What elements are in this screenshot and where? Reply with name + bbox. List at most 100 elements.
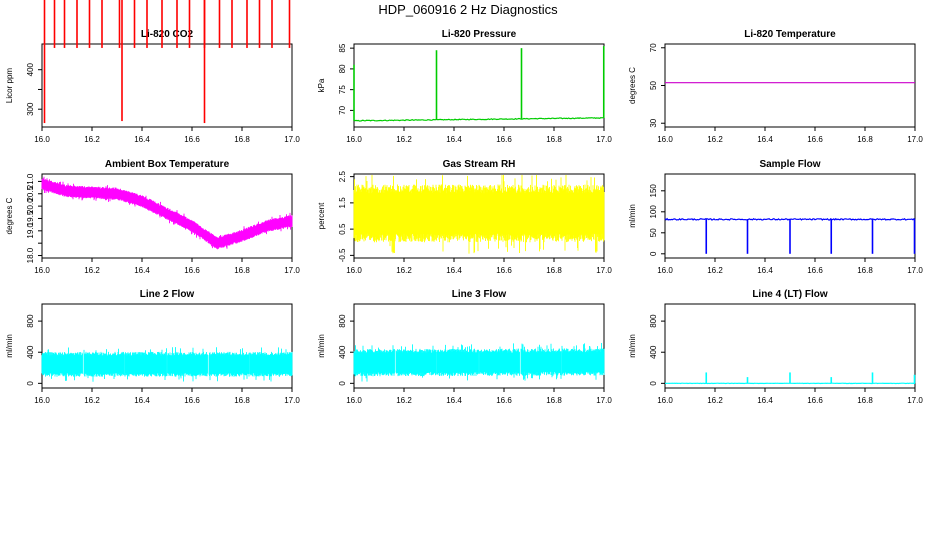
- y-axis-label: kPa: [317, 78, 326, 92]
- y-tick-label: 20.5: [26, 185, 35, 201]
- y-tick-label: 50: [649, 81, 658, 90]
- panel-2: Li-820 Pressure kPa 16.0 16.2 16.4 16.6 16.8 17…: [317, 29, 612, 144]
- x-tick-label: 16.4: [134, 396, 150, 405]
- x-tick-label: 16.8: [234, 135, 250, 144]
- x-tick-label: 16.0: [346, 266, 362, 275]
- panel-title: Ambient Box Temperature: [105, 159, 230, 170]
- x-tick-label: 16.8: [234, 396, 250, 405]
- x-tick-label: 16.6: [496, 266, 512, 275]
- y-axis-label: ml/min: [628, 204, 637, 228]
- y-tick-label: 800: [338, 314, 347, 328]
- panel-title: Line 3 Flow: [452, 289, 507, 300]
- panel-6: Sample Flow ml/min 16.0 16.2 16.4 16.6 16.8 17.…: [628, 159, 923, 275]
- x-tick-label: 16.4: [446, 266, 462, 275]
- x-tick-label: 16.6: [807, 135, 823, 144]
- y-tick-label: 70: [338, 105, 347, 114]
- x-tick-label: 17.0: [284, 396, 300, 405]
- y-tick-label: 400: [26, 62, 35, 76]
- y-tick-label: 800: [649, 314, 658, 328]
- x-tick-label: 16.0: [657, 266, 673, 275]
- y-tick-label: 0: [26, 381, 35, 386]
- y-tick-label: 70: [649, 43, 658, 52]
- y-tick-label: 50: [649, 228, 658, 237]
- x-tick-label: 16.0: [346, 135, 362, 144]
- y-tick-label: 800: [26, 314, 35, 328]
- y-tick-label: 300: [26, 102, 35, 116]
- x-tick-label: 16.2: [84, 135, 100, 144]
- y-tick-label: 80: [338, 64, 347, 73]
- y-axis-label: ml/min: [5, 334, 14, 358]
- panel-8: Line 3 Flow ml/min 16.0 16.2 16.4 16.6 16.8 17.…: [317, 289, 612, 405]
- panel-1: Li-820 CO2 Licor ppm 16.0 16.2 16.4 16.6 16.8 1…: [5, 0, 300, 144]
- x-tick-label: 16.4: [134, 135, 150, 144]
- x-tick-label: 17.0: [907, 396, 923, 405]
- panel-3: Li-820 Temperature degrees C 16.0 16.2 16.4 1…: [628, 29, 923, 144]
- y-axis-label: ml/min: [628, 334, 637, 358]
- x-tick-label: 16.6: [184, 135, 200, 144]
- plot-frame: [664, 43, 916, 128]
- x-tick-label: 16.0: [34, 266, 50, 275]
- x-tick-label: 16.6: [184, 266, 200, 275]
- y-tick-label: 75: [338, 85, 347, 94]
- x-tick-label: 16.4: [757, 266, 773, 275]
- x-tick-label: 16.2: [84, 266, 100, 275]
- x-tick-label: 16.4: [757, 396, 773, 405]
- x-tick-label: 16.8: [546, 266, 562, 275]
- x-tick-label: 16.6: [184, 396, 200, 405]
- x-tick-label: 16.4: [446, 135, 462, 144]
- x-tick-label: 17.0: [596, 396, 612, 405]
- x-tick-label: 17.0: [596, 266, 612, 275]
- x-tick-label: 16.2: [707, 396, 723, 405]
- panel-9: Line 4 (LT) Flow ml/min 16.0 16.2 16.4 16.6 16…: [628, 289, 923, 405]
- x-tick-label: 17.0: [907, 135, 923, 144]
- x-tick-label: 16.8: [546, 135, 562, 144]
- x-tick-label: 16.2: [396, 266, 412, 275]
- panel-7: Line 2 Flow ml/min 16.0 16.2 16.4 16.6 16.8 17.…: [5, 289, 300, 405]
- panel-4: Ambient Box Temperature degrees C 16.0 16.2…: [5, 159, 300, 275]
- x-tick-label: 16.2: [396, 396, 412, 405]
- x-tick-label: 16.8: [857, 135, 873, 144]
- panel-title: Li-820 Temperature: [744, 29, 836, 40]
- x-tick-label: 16.0: [34, 396, 50, 405]
- x-tick-label: 17.0: [596, 135, 612, 144]
- panel-5: Gas Stream RH percent 16.0 16.2 16.4 16.6 16.8…: [317, 159, 612, 275]
- x-tick-label: 16.6: [807, 396, 823, 405]
- x-tick-label: 17.0: [284, 135, 300, 144]
- x-tick-label: 16.2: [707, 135, 723, 144]
- y-axis-label: Licor ppm: [5, 68, 14, 103]
- x-tick-label: 16.6: [807, 266, 823, 275]
- x-tick-label: 17.0: [907, 266, 923, 275]
- y-axis-label: percent: [317, 202, 326, 229]
- y-tick-label: 400: [338, 345, 347, 359]
- y-axis-label: ml/min: [317, 334, 326, 358]
- plot-frame: [41, 303, 293, 389]
- panel-title: Li-820 CO2: [141, 29, 194, 40]
- y-tick-label: 20.0: [26, 198, 35, 214]
- x-tick-label: 16.4: [757, 135, 773, 144]
- y-tick-label: 0: [649, 381, 658, 386]
- y-tick-label: 85: [338, 43, 347, 52]
- y-tick-label: 19.0: [26, 222, 35, 238]
- panel-title: Line 4 (LT) Flow: [752, 289, 828, 300]
- y-axis-label: degrees C: [628, 67, 637, 104]
- x-tick-label: 16.0: [346, 396, 362, 405]
- y-tick-label: 2.5: [338, 171, 347, 183]
- panel-title: Line 2 Flow: [140, 289, 195, 300]
- x-tick-label: 16.6: [496, 396, 512, 405]
- x-tick-label: 16.4: [134, 266, 150, 275]
- y-tick-label: 0.5: [338, 223, 347, 235]
- x-tick-label: 16.0: [657, 135, 673, 144]
- x-tick-label: 16.8: [857, 266, 873, 275]
- plot-frame: [353, 303, 605, 389]
- x-tick-label: 16.0: [34, 135, 50, 144]
- y-tick-label: 19.5: [26, 210, 35, 226]
- panel-title: Li-820 Pressure: [442, 29, 517, 40]
- x-tick-label: 16.8: [234, 266, 250, 275]
- plot-frame: [664, 303, 916, 389]
- y-tick-label: 21.0: [26, 173, 35, 189]
- panel-title: Sample Flow: [759, 159, 820, 170]
- y-tick-label: 18.0: [26, 247, 35, 263]
- x-tick-label: 16.2: [84, 396, 100, 405]
